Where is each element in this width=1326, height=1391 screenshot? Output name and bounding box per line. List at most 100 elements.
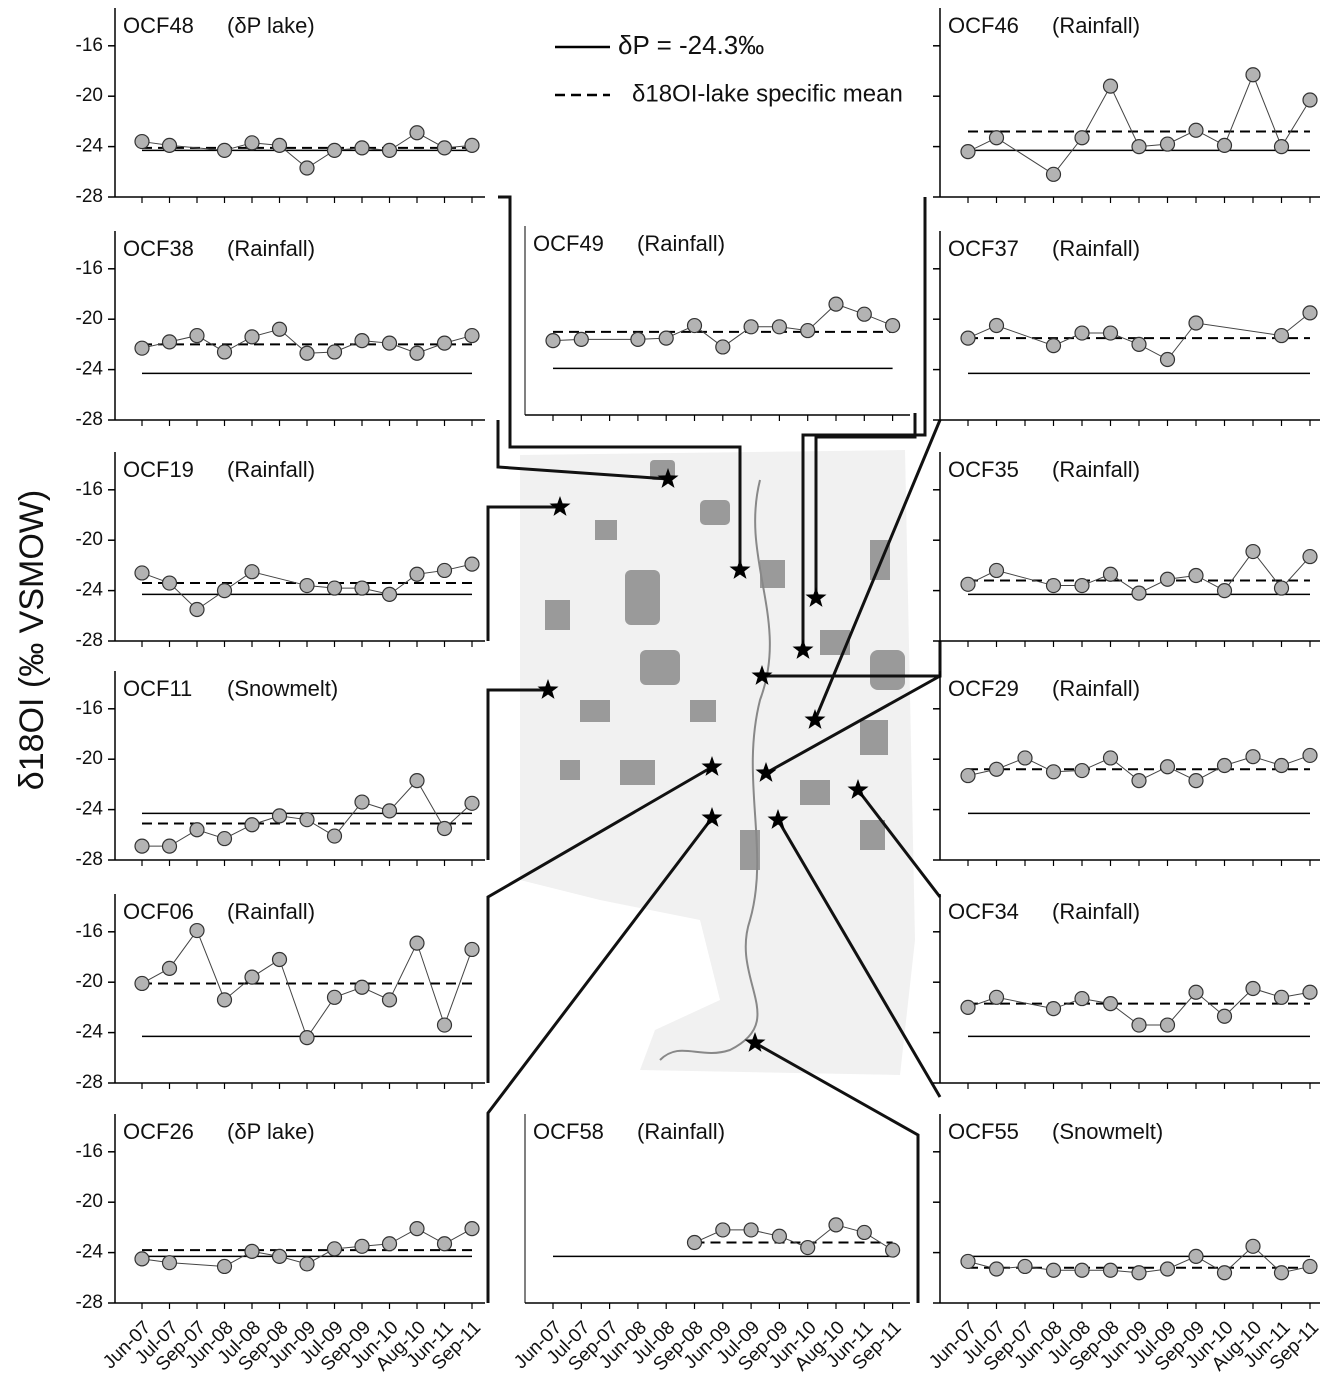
data-point xyxy=(988,562,1005,579)
panel-title: OCF11 xyxy=(123,676,192,701)
data-point xyxy=(326,989,343,1005)
data-point xyxy=(161,838,178,854)
data-point xyxy=(464,327,480,344)
panel-title: OCF38 xyxy=(123,236,194,261)
panel-title: OCF19 xyxy=(123,457,194,482)
legend-solid-label: δP = -24.3‰ xyxy=(618,30,764,60)
data-point xyxy=(1074,577,1090,594)
data-point xyxy=(988,989,1005,1005)
data-point xyxy=(1273,1265,1290,1281)
data-point xyxy=(244,969,260,985)
data-point xyxy=(326,344,343,360)
data-point xyxy=(1188,122,1204,138)
panel-title: OCF46 xyxy=(948,13,1019,38)
panel-subtitle: (Rainfall) xyxy=(227,457,315,482)
panel-subtitle: (Rainfall) xyxy=(227,899,315,924)
series-line xyxy=(967,312,1311,361)
panel-title: OCF26 xyxy=(123,1119,194,1144)
panel: OCF37 (Rainfall) xyxy=(933,231,1320,426)
panel-subtitle: (Rainfall) xyxy=(1052,236,1140,261)
data-point xyxy=(134,838,150,854)
data-point xyxy=(216,992,233,1008)
panel: OCF35 (Rainfall) xyxy=(933,452,1320,647)
panel-title: OCF37 xyxy=(948,236,1019,261)
data-point xyxy=(464,556,480,572)
data-point xyxy=(381,142,398,158)
data-point xyxy=(1045,764,1062,780)
data-point xyxy=(1216,1008,1233,1024)
y-tick-label: -28 xyxy=(76,1292,103,1313)
site-star xyxy=(751,665,773,685)
data-point xyxy=(715,1222,731,1238)
data-point xyxy=(161,575,178,591)
data-point xyxy=(299,1030,315,1046)
data-point xyxy=(354,979,370,995)
data-point xyxy=(1074,990,1090,1007)
data-point xyxy=(1102,325,1119,341)
data-point xyxy=(464,795,480,811)
panel-subtitle: (Rainfall) xyxy=(637,1119,725,1144)
data-point xyxy=(988,761,1005,777)
data-point xyxy=(244,329,260,345)
data-point xyxy=(1188,773,1204,789)
data-point xyxy=(354,580,370,596)
data-point xyxy=(1245,980,1261,997)
data-point xyxy=(1216,1265,1233,1281)
site-star xyxy=(755,762,777,782)
y-tick-label: -20 xyxy=(76,748,103,769)
data-point xyxy=(216,142,233,158)
data-point xyxy=(1102,750,1119,766)
data-point xyxy=(436,1236,453,1252)
data-point xyxy=(271,808,288,824)
data-point xyxy=(573,331,589,347)
data-point xyxy=(409,125,425,141)
site-star xyxy=(792,639,814,659)
data-point xyxy=(1302,305,1318,321)
data-point xyxy=(436,335,453,351)
y-axis-label: δ18OI (‰ VSMOW) xyxy=(13,490,51,790)
data-point xyxy=(1273,989,1290,1005)
y-tick-label: -20 xyxy=(76,971,103,992)
data-point xyxy=(409,566,425,582)
data-point xyxy=(464,137,480,153)
lakes xyxy=(545,460,905,870)
panel: OCF46 (Rainfall) xyxy=(933,8,1320,203)
panel: Jun-07Jul-07Sep-07Jun-08Jul-08Sep-08Jun-… xyxy=(925,1114,1323,1375)
data-point xyxy=(1302,747,1318,764)
data-point xyxy=(1302,92,1318,108)
data-point xyxy=(216,582,233,599)
data-point xyxy=(1188,984,1204,1000)
data-point xyxy=(216,344,233,360)
data-point xyxy=(1131,585,1147,601)
panel-title: OCF55 xyxy=(948,1119,1019,1144)
site-star xyxy=(729,559,751,579)
data-point xyxy=(409,345,425,361)
panel: -16 -20 -24 -28 OCF06 (Rainfall) xyxy=(76,894,485,1093)
y-tick-label: -28 xyxy=(76,630,103,651)
site-star xyxy=(804,709,826,729)
data-point xyxy=(1273,327,1290,344)
panel-title: OCF49 xyxy=(533,231,604,256)
panel-subtitle: (Rainfall) xyxy=(1052,899,1140,924)
panel: -16 -20 -24 -28 OCF38 (Rainfall) xyxy=(76,231,485,430)
data-point xyxy=(1216,137,1233,153)
data-point xyxy=(1216,757,1233,774)
data-point xyxy=(743,319,759,335)
data-point xyxy=(960,576,976,592)
data-point xyxy=(1302,984,1318,1000)
data-point xyxy=(1045,338,1062,354)
panel: OCF29 (Rainfall) xyxy=(933,671,1320,866)
data-point xyxy=(381,803,398,819)
data-point xyxy=(409,773,425,789)
y-tick-label: -20 xyxy=(76,529,103,550)
data-point xyxy=(381,1236,398,1252)
data-point xyxy=(658,330,674,346)
data-point xyxy=(1045,166,1062,182)
data-point xyxy=(1074,130,1090,146)
data-point xyxy=(326,828,343,844)
data-point xyxy=(134,975,150,992)
data-point xyxy=(884,317,901,334)
data-point xyxy=(988,1261,1005,1277)
y-tick-label: -24 xyxy=(76,580,104,601)
panel-subtitle: (δP lake) xyxy=(227,13,315,38)
